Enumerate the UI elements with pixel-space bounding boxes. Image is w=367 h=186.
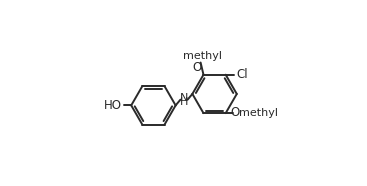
Text: methyl: methyl: [239, 108, 278, 118]
Text: methyl: methyl: [182, 51, 222, 61]
Text: H: H: [179, 97, 188, 107]
Text: HO: HO: [103, 99, 121, 112]
Text: N: N: [179, 93, 188, 103]
Text: O: O: [231, 106, 240, 119]
Text: Cl: Cl: [236, 68, 248, 81]
Text: O: O: [192, 61, 201, 74]
